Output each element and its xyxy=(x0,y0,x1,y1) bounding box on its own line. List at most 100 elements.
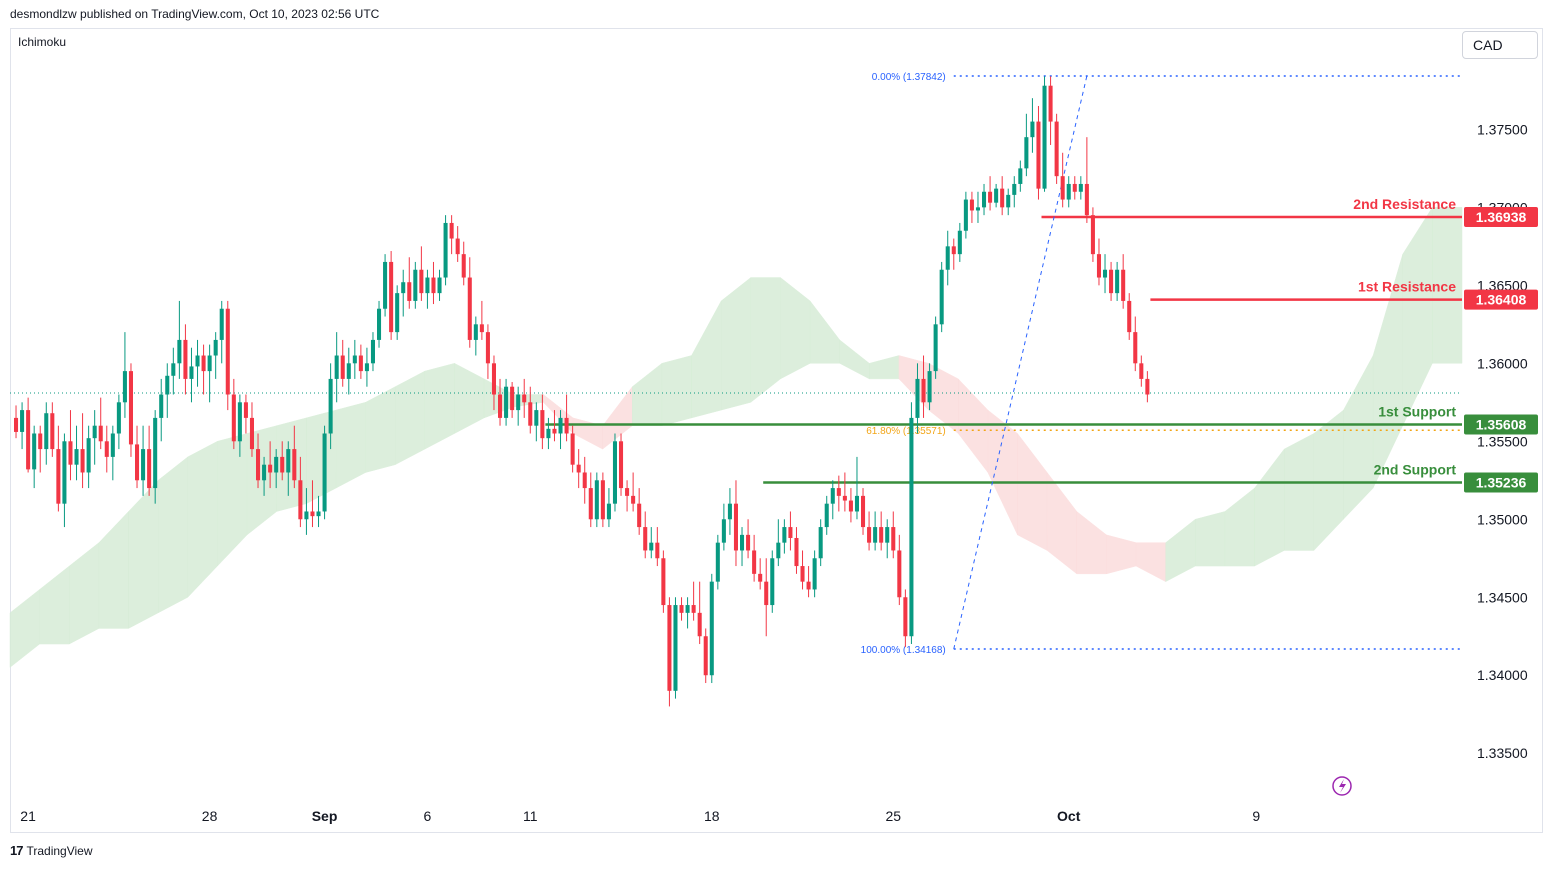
candle-body xyxy=(673,605,678,691)
candle-body xyxy=(685,605,690,613)
candle-body xyxy=(183,339,188,379)
candle-body xyxy=(231,394,236,442)
candle-body xyxy=(1054,121,1059,177)
candle-body xyxy=(68,441,73,465)
candle-body xyxy=(1115,269,1120,294)
level-price-tag xyxy=(1464,207,1538,228)
candle-body xyxy=(110,433,115,457)
candle-body xyxy=(431,277,436,294)
chart-frame xyxy=(10,28,1543,833)
candle-body xyxy=(552,428,557,434)
candle-body xyxy=(824,503,829,528)
candle-body xyxy=(879,527,884,543)
level-price-tag xyxy=(1464,414,1538,435)
indicator-label[interactable]: Ichimoku xyxy=(18,35,67,49)
candle-body xyxy=(32,433,37,470)
level-price-text: 1.35236 xyxy=(1476,474,1527,490)
level-price-tag xyxy=(1464,472,1538,493)
candle-body xyxy=(473,324,478,340)
publish-info: desmondlzw published on TradingView.com,… xyxy=(10,7,380,21)
candle-body xyxy=(310,511,315,517)
candle-body xyxy=(298,480,303,520)
cloud-segment xyxy=(424,362,455,450)
candle-body xyxy=(352,355,357,364)
cloud-segment xyxy=(839,339,870,380)
cloud-segment xyxy=(987,409,1018,535)
candle-body xyxy=(346,363,351,379)
candle-body xyxy=(322,433,327,512)
candle-body xyxy=(1012,183,1017,195)
footer-brand-label: TradingView xyxy=(26,843,93,858)
cloud-segment xyxy=(454,362,485,434)
candle-body xyxy=(540,410,545,439)
candle-body xyxy=(800,566,805,582)
candle-body xyxy=(498,394,503,418)
candle-body xyxy=(504,386,509,418)
candle-body xyxy=(643,527,648,551)
x-tick-label: 28 xyxy=(202,808,218,824)
candle-body xyxy=(122,371,127,403)
lightning-icon[interactable] xyxy=(1332,776,1352,796)
candle-body xyxy=(274,456,279,473)
candle-body xyxy=(794,537,799,567)
candle-body xyxy=(189,366,194,379)
candle-body xyxy=(316,511,321,517)
y-tick-label: 1.35500 xyxy=(1477,433,1528,449)
candle-body xyxy=(764,581,769,606)
candle-body xyxy=(746,534,751,551)
candle-body xyxy=(389,261,394,333)
candle-body xyxy=(516,394,521,411)
cloud-segment xyxy=(9,588,40,668)
candle-body xyxy=(546,428,551,439)
candle-body xyxy=(510,386,515,411)
candle-body xyxy=(225,308,230,395)
candle-body xyxy=(62,441,67,504)
x-tick-label: 11 xyxy=(523,808,538,824)
cloud-segment xyxy=(632,362,663,426)
candle-body xyxy=(1018,168,1023,184)
y-tick-label: 1.36000 xyxy=(1477,355,1528,371)
candle-body xyxy=(564,417,569,434)
candle-body xyxy=(1078,183,1083,192)
candle-body xyxy=(867,527,872,543)
candle-body xyxy=(903,597,908,637)
candle-body xyxy=(340,355,345,379)
candle-body xyxy=(570,433,575,465)
candle-body xyxy=(328,378,333,434)
footer-brand[interactable]: 17 TradingView xyxy=(10,843,93,858)
currency-selector[interactable]: CAD xyxy=(1462,31,1538,59)
candle-body xyxy=(534,410,539,426)
cloud-segment xyxy=(1224,487,1255,567)
candle-body xyxy=(213,339,218,356)
candle-body xyxy=(377,308,382,340)
candle-body xyxy=(558,417,563,434)
candle-body xyxy=(165,375,170,395)
cloud-segment xyxy=(572,417,603,450)
candle-body xyxy=(14,417,19,432)
candle-body xyxy=(304,511,309,520)
cloud-segment xyxy=(691,300,722,419)
cloud-segment xyxy=(187,440,218,598)
x-tick-label: Oct xyxy=(1057,808,1081,824)
candle-body xyxy=(1030,121,1035,138)
candle-body xyxy=(740,534,745,551)
cloud-segment xyxy=(394,370,426,466)
candle-body xyxy=(1042,85,1047,189)
candle-body xyxy=(1145,378,1150,395)
candle-body xyxy=(1036,121,1041,189)
candle-body xyxy=(891,527,896,551)
candle-body xyxy=(195,355,200,367)
candlesticks xyxy=(14,76,1150,707)
candle-body xyxy=(1096,254,1101,278)
cloud-segment xyxy=(39,565,70,645)
candle-body xyxy=(655,542,660,559)
cloud-segment xyxy=(1402,206,1433,426)
candle-body xyxy=(262,464,267,481)
candle-body xyxy=(383,261,388,309)
x-tick-label: Sep xyxy=(312,808,338,824)
candle-body xyxy=(171,363,176,376)
candle-body xyxy=(836,488,841,496)
candle-body xyxy=(159,394,164,418)
candle-body xyxy=(1109,269,1114,294)
